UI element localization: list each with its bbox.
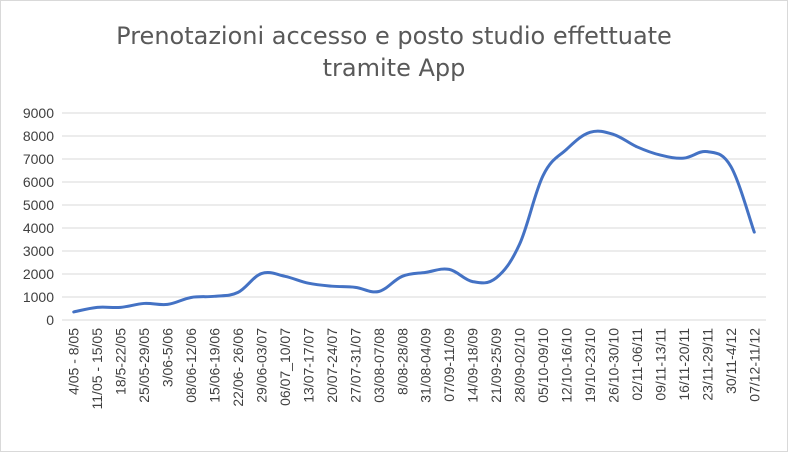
- x-tick-label: 02/11-06/11: [629, 328, 645, 401]
- x-tick-label: 23/11-29/11: [699, 328, 715, 401]
- chart-title-line-1: Prenotazioni accesso e posto studio effe…: [116, 22, 672, 50]
- x-tick-label: 09/11-13/11: [652, 328, 668, 401]
- x-tick-label: 30/11-4/12: [723, 328, 739, 394]
- x-tick-label: 11/05 - 15/05: [89, 328, 105, 410]
- y-axis-ticks: 0 1000 2000 3000 4000 5000 6000 7000 8000 9000: [23, 105, 54, 328]
- y-tick-label: 4000: [23, 220, 54, 236]
- x-tick-label: 22/06- 26/06: [230, 328, 246, 407]
- x-tick-label: 07/09-11/09: [441, 328, 457, 402]
- x-tick-label: 15/06-19/06: [207, 328, 223, 403]
- y-tick-label: 1000: [23, 289, 54, 305]
- chart-title-line-2: tramite App: [322, 54, 466, 82]
- x-tick-label: 14/09-18/09: [465, 328, 481, 403]
- y-tick-label: 0: [46, 312, 54, 328]
- x-tick-label: 19/10-23/10: [582, 328, 598, 403]
- x-tick-label: 13/07-17/07: [300, 328, 316, 403]
- y-tick-label: 7000: [23, 151, 54, 167]
- x-tick-label: 8/08-28/08: [394, 328, 410, 395]
- x-tick-label: 28/09-02/10: [512, 328, 528, 403]
- x-tick-label: 12/10-16/10: [559, 328, 575, 403]
- x-tick-label: 29/06-03/07: [253, 328, 269, 403]
- x-tick-label: 26/10-30/10: [605, 328, 621, 403]
- y-tick-label: 2000: [23, 266, 54, 282]
- x-tick-label: 07/12-11/12: [746, 328, 762, 402]
- y-tick-label: 8000: [23, 128, 54, 144]
- x-tick-label: 25/05-29/05: [136, 328, 152, 403]
- x-tick-label: 20/07-24/07: [324, 328, 340, 403]
- x-tick-label: 06/07_10/07: [277, 328, 293, 406]
- series-line: [72, 129, 756, 314]
- x-tick-label: 18/5-22/05: [113, 328, 129, 395]
- y-tick-label: 5000: [23, 197, 54, 213]
- chart-title: Prenotazioni accesso e posto studio effe…: [94, 20, 694, 84]
- x-tick-label: 31/08-04/09: [418, 328, 434, 403]
- x-tick-label: 21/09-25/09: [488, 328, 504, 403]
- x-axis-ticks: 4/05 - 8/05 11/05 - 15/05 18/5-22/05 25/05-…: [66, 328, 763, 410]
- x-tick-label: 27/07-31/07: [347, 328, 363, 403]
- x-tick-label: 08/06-12/06: [183, 328, 199, 403]
- x-tick-label: 16/11-20/11: [676, 328, 692, 401]
- x-tick-label: 4/05 - 8/05: [66, 328, 82, 395]
- gridlines: [62, 112, 766, 321]
- y-tick-label: 9000: [23, 105, 54, 121]
- y-tick-label: 6000: [23, 174, 54, 190]
- y-tick-label: 3000: [23, 243, 54, 259]
- x-tick-label: 3/06-5/06: [160, 328, 176, 387]
- x-tick-label: 05/10-09/10: [535, 328, 551, 403]
- x-tick-label: 03/08-07/08: [371, 328, 387, 403]
